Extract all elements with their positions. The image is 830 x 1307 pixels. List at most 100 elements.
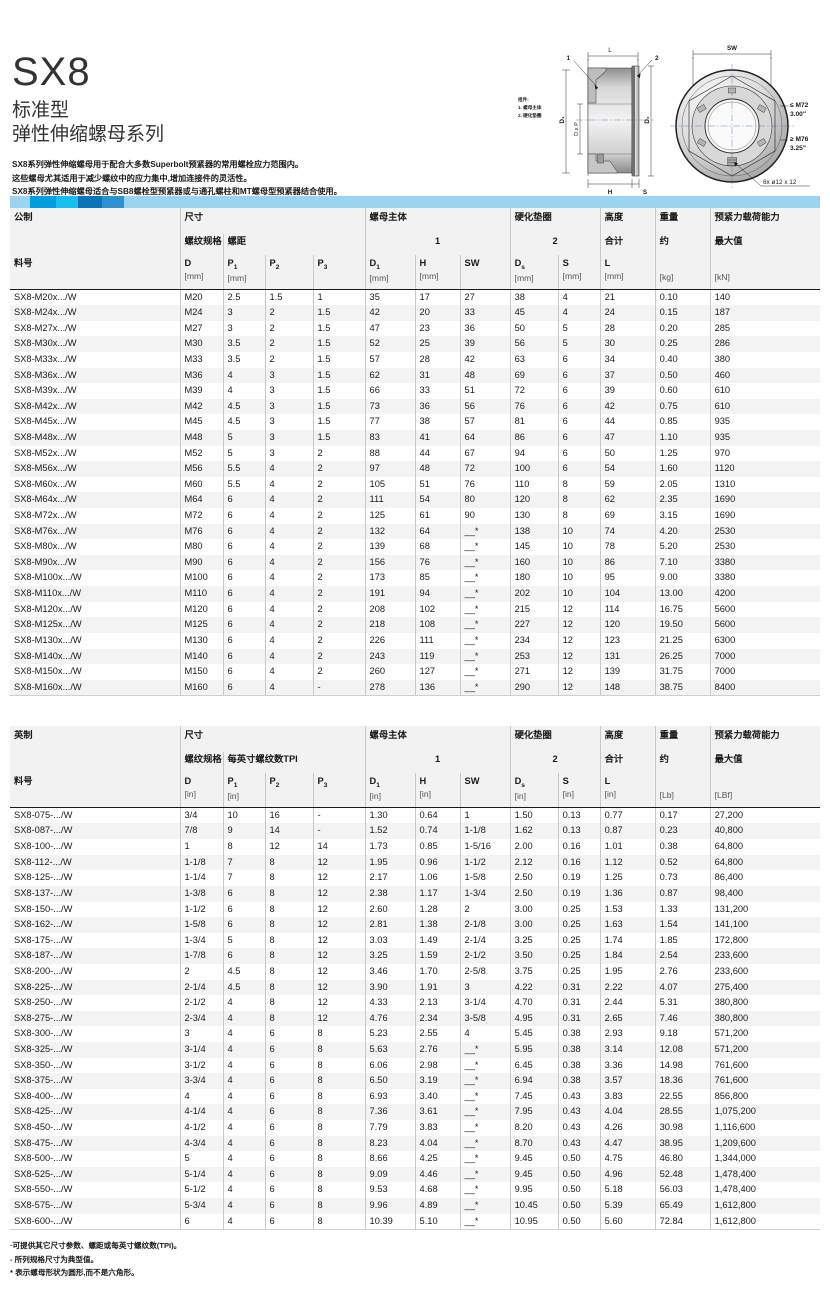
cell-value: 4.20 — [655, 523, 711, 540]
cell-value: 38 — [510, 289, 559, 306]
cell-value: 2 — [313, 476, 366, 493]
cell-value: M48 — [180, 429, 224, 446]
cell-part-number: SX8-125-.../W — [10, 870, 181, 886]
cell-value: 1.95 — [600, 963, 656, 980]
imperial-subheader-blank — [10, 752, 181, 774]
cell-value: 2.34 — [415, 1010, 461, 1027]
cell-value: 2.44 — [600, 995, 656, 1011]
cell-value: 2 — [265, 336, 314, 352]
cell-value: 12 — [313, 1010, 366, 1027]
cell-value: 226 — [365, 632, 416, 649]
cell-value: M24 — [180, 305, 224, 321]
cell-value: 0.50 — [558, 1182, 601, 1199]
cell-value: 1-1/8 — [460, 823, 511, 840]
cell-value: 0.10 — [655, 289, 711, 306]
cell-value: 0.40 — [655, 351, 711, 368]
cell-value: __* — [460, 523, 511, 540]
cell-value: 3.25 — [365, 948, 416, 964]
cell-value: 38 — [415, 414, 461, 430]
cell-value: 5.23 — [365, 1026, 416, 1042]
cell-value: 2.12 — [510, 854, 559, 871]
cell-value: 3.03 — [365, 932, 416, 949]
cell-value: 5.5 — [223, 461, 266, 477]
cell-value: M33 — [180, 351, 224, 368]
cell-value: M130 — [180, 632, 224, 649]
cell-value: 0.38 — [558, 1057, 601, 1074]
cell-value: 94 — [415, 586, 461, 602]
cell-value: 34 — [600, 351, 656, 368]
cell-value: 141,100 — [710, 917, 821, 933]
cell-value: 260 — [365, 664, 416, 680]
cell-value: 2.50 — [510, 870, 559, 886]
cell-part-number: SX8-M150x.../W — [10, 664, 181, 680]
cell-value: 0.31 — [558, 995, 601, 1011]
cell-value: 8 — [265, 948, 314, 964]
cell-value: 6 — [223, 632, 266, 649]
cell-value: 7.36 — [365, 1104, 416, 1121]
cell-value: 0.50 — [558, 1151, 601, 1167]
cell-value: 12 — [313, 948, 366, 964]
cell-value: 3.36 — [600, 1057, 656, 1074]
cell-value: 761,600 — [710, 1057, 821, 1074]
cell-value: 0.85 — [655, 414, 711, 430]
cell-value: 4 — [265, 632, 314, 649]
cell-value: 4 — [265, 617, 314, 633]
cell-value: 0.52 — [655, 854, 711, 871]
cell-value: 7.10 — [655, 554, 711, 571]
cell-value: 286 — [710, 336, 821, 352]
cell-value: 4 — [223, 1135, 266, 1152]
cell-value: 6 — [223, 917, 266, 933]
cell-value: 12 — [313, 979, 366, 996]
cell-value: 138 — [510, 523, 559, 540]
cell-value: 1,478,400 — [710, 1166, 821, 1183]
cell-value: 78 — [600, 539, 656, 555]
cell-value: 10.95 — [510, 1213, 559, 1231]
cell-value: 57 — [365, 351, 416, 368]
cell-value: 3.61 — [415, 1104, 461, 1121]
cell-value: 5 — [223, 932, 266, 949]
cell-value: 19.50 — [655, 617, 711, 633]
cell-value: 37 — [600, 367, 656, 384]
cell-value: 12 — [313, 870, 366, 886]
cell-value: 4 — [223, 1120, 266, 1136]
cell-value: 2.00 — [510, 839, 559, 855]
cell-value: 66 — [365, 383, 416, 399]
cell-value: 0.60 — [655, 383, 711, 399]
cell-value: 1.10 — [655, 429, 711, 446]
cell-value: 39 — [460, 336, 511, 352]
cell-value: __* — [460, 1198, 511, 1214]
cell-value: 6.45 — [510, 1057, 559, 1074]
note-le-m72-inches: 3.00" — [790, 111, 806, 118]
cell-value: 1 — [460, 807, 511, 824]
cell-value: 2.17 — [365, 870, 416, 886]
cell-value: 9.53 — [365, 1182, 416, 1199]
cell-value: M60 — [180, 476, 224, 493]
cell-value: 8 — [313, 1026, 366, 1042]
cell-value: 8 — [558, 476, 601, 493]
cell-value: 8 — [313, 1151, 366, 1167]
cell-value: 8 — [265, 870, 314, 886]
cell-value: 1.74 — [600, 932, 656, 949]
footnote-line: * 表示螺母形状为圆形,而不是六角形。 — [10, 1268, 139, 1278]
cell-value: 1.50 — [510, 807, 559, 824]
cell-value: 2 — [265, 305, 314, 321]
metric-header-height: 高度 — [600, 208, 656, 234]
cell-value: 38.95 — [655, 1135, 711, 1152]
cell-value: 180 — [510, 570, 559, 587]
metric-colheader-P3: P3 — [313, 255, 366, 290]
cell-value: 4 — [265, 554, 314, 571]
cell-value: 1-7/8 — [180, 948, 224, 964]
cell-value: 1.25 — [600, 870, 656, 886]
cell-value: 6 — [558, 429, 601, 446]
metric-subheader-thread-spec: 螺纹规格 — [180, 234, 224, 255]
cell-value: __* — [460, 632, 511, 649]
cell-value: 3 — [265, 445, 314, 462]
cell-value: 3 — [265, 429, 314, 446]
imperial-colheader-S: S [in] — [558, 773, 601, 808]
cell-value: M27 — [180, 320, 224, 337]
label-H: H — [608, 189, 613, 196]
cell-value: 1.5 — [265, 289, 314, 306]
cell-value: 57 — [460, 414, 511, 430]
cell-part-number: SX8-M36x.../W — [10, 367, 181, 384]
cell-value: 12.08 — [655, 1041, 711, 1058]
